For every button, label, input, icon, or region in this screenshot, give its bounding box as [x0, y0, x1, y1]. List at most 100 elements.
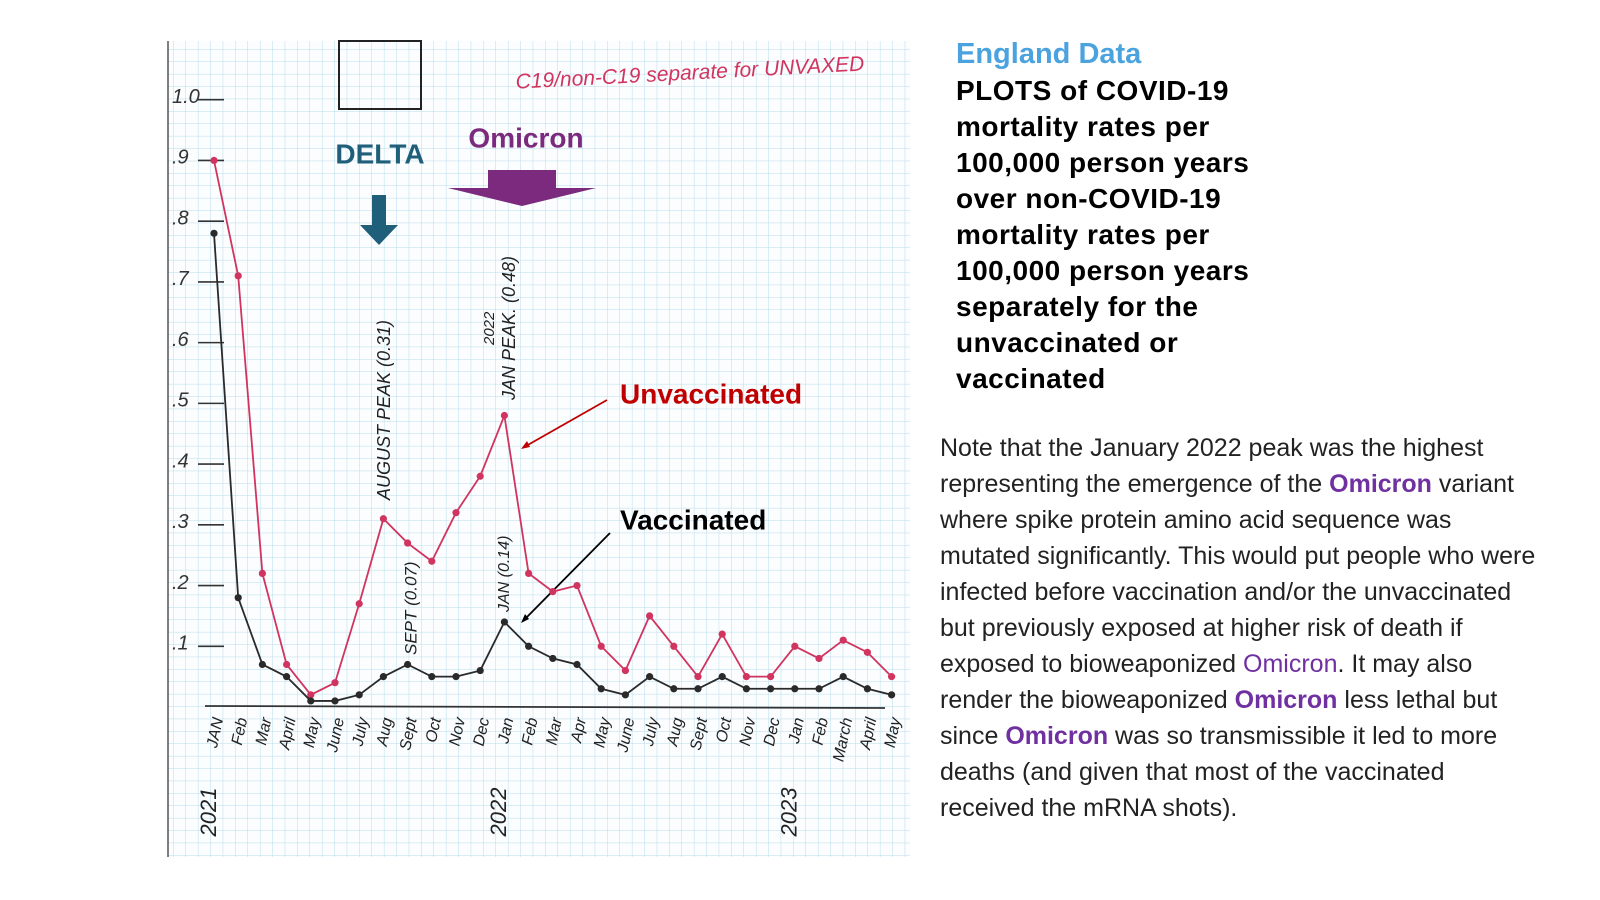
- x-tick-label: Aug: [374, 716, 397, 748]
- pointer: [525, 532, 611, 619]
- data-point: [573, 581, 581, 590]
- x-tick-label: Jan: [786, 716, 808, 746]
- x-tick-label: Sept: [397, 716, 421, 752]
- legend-label: Vaccinated: [620, 504, 766, 535]
- x-tick-label: April: [276, 716, 300, 752]
- data-point: [646, 673, 654, 681]
- data-point: [694, 673, 702, 681]
- note-text: Note that the January 2022 peak was the …: [940, 434, 1491, 498]
- x-tick-label: Sept: [688, 716, 712, 752]
- data-point: [355, 691, 363, 699]
- heading-line: 100,000 person years: [956, 255, 1250, 286]
- data-point: [404, 660, 412, 669]
- pointer-head: [521, 614, 529, 623]
- omicron-arrow: [448, 170, 596, 206]
- data-point: [718, 630, 726, 638]
- data-point: [597, 685, 605, 693]
- data-point: [258, 569, 266, 578]
- year-label: 2021: [196, 788, 221, 838]
- chart: C19/non-C19 separate for UNVAXED DELTA O…: [167, 40, 910, 857]
- data-point: [791, 642, 799, 650]
- data-point: [597, 642, 605, 650]
- data-point: [694, 685, 702, 693]
- x-tick-label: May: [591, 715, 614, 749]
- data-point: [379, 673, 387, 681]
- data-point: [452, 509, 460, 517]
- y-tick-label: .3: [172, 511, 189, 533]
- pointer-head: [521, 441, 530, 449]
- x-tick-label: Mar: [253, 716, 276, 747]
- y-tick-label: .5: [172, 390, 190, 412]
- x-tick-label: Nov: [446, 715, 469, 747]
- x-tick-label: May: [882, 715, 905, 749]
- y-tick-label: 1.0: [172, 86, 200, 108]
- data-point: [742, 685, 751, 693]
- annotation: AUGUST PEAK (0.31): [374, 320, 394, 501]
- data-point: [549, 588, 557, 596]
- data-point: [573, 660, 581, 669]
- data-point: [815, 685, 823, 693]
- y-tick-label: .4: [172, 450, 189, 472]
- pointer: [525, 399, 608, 447]
- annotation: SEPT (0.07): [401, 561, 420, 655]
- x-tick-label: Jan: [495, 716, 517, 746]
- data-point: [670, 642, 678, 650]
- note-text: . It may also render the bioweaponized: [940, 650, 1480, 714]
- data-point: [549, 654, 557, 663]
- heading-line: mortality rates per: [956, 111, 1210, 142]
- data-point: [283, 673, 291, 681]
- y-tick-label: .6: [172, 329, 190, 351]
- x-tick-label: JAN: [204, 716, 227, 751]
- data-point: [767, 673, 775, 681]
- data-point: [621, 691, 630, 699]
- heading-line: PLOTS of COVID-19: [956, 75, 1229, 106]
- highlight: Omicron: [1243, 650, 1338, 678]
- heading-line: vaccinated: [956, 363, 1106, 394]
- highlight: Omicron: [1234, 686, 1338, 714]
- y-tick-label: .9: [172, 147, 189, 169]
- data-point: [888, 673, 896, 681]
- data-point: [234, 272, 242, 280]
- year-label: 2022: [486, 788, 511, 838]
- highlight: Omicron: [1005, 722, 1109, 750]
- heading: PLOTS of COVID-19 mortality rates per 100,…: [956, 73, 1249, 397]
- data-point: [621, 666, 630, 675]
- note-text: less lethal but since: [940, 686, 1505, 750]
- y-tick-label: .8: [172, 207, 189, 229]
- x-tick-label: Dec: [471, 716, 494, 747]
- x-tick-label: Dec: [761, 716, 784, 747]
- data-point: [283, 660, 291, 669]
- data-point: [210, 156, 218, 165]
- annotation: JAN PEAK. (0.48): [499, 256, 519, 401]
- data-point: [888, 691, 896, 699]
- data-point: [500, 618, 508, 626]
- y-tick-label: .7: [172, 268, 190, 290]
- x-tick-label: April: [857, 716, 881, 752]
- heading-line: 100,000 person years: [956, 147, 1250, 178]
- data-point: [525, 569, 533, 578]
- data-point: [718, 673, 726, 681]
- data-point: [307, 691, 315, 699]
- note: Note that the January 2022 peak was the …: [940, 430, 1540, 826]
- data-point: [452, 673, 460, 681]
- annotation: JAN (0.14): [496, 536, 513, 613]
- data-point: [863, 648, 872, 656]
- heading-line: unvaccinated or: [956, 327, 1179, 358]
- data-point: [355, 600, 363, 608]
- data-point: [646, 612, 654, 620]
- x-tick-label: Feb: [519, 716, 541, 747]
- data-point: [210, 229, 218, 237]
- data-point: [428, 673, 436, 681]
- data-point: [476, 666, 484, 675]
- y-tick-label: .2: [172, 572, 189, 594]
- heading-line: separately for the: [956, 291, 1199, 322]
- x-tick-label: Mar: [543, 716, 566, 747]
- x-tick-label: Apr: [568, 716, 590, 746]
- x-tick-label: Feb: [810, 716, 832, 747]
- data-point: [839, 636, 847, 644]
- heading-line: mortality rates per: [956, 219, 1210, 250]
- legend-label: Unvaccinated: [620, 378, 802, 409]
- data-point: [307, 697, 315, 705]
- subtitle: England Data: [956, 38, 1142, 70]
